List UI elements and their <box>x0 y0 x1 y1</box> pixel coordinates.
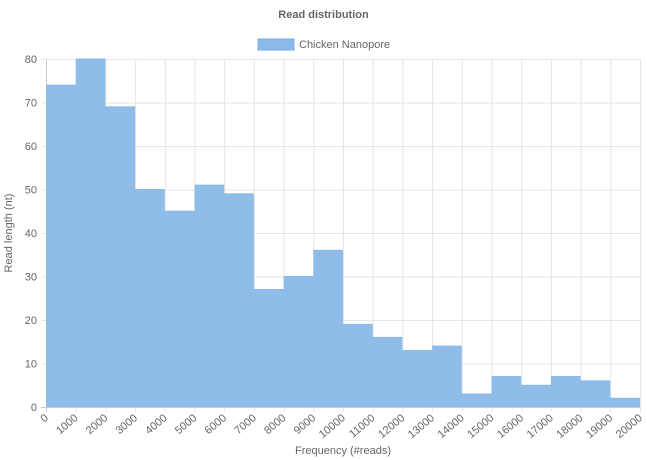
x-tick-label: 6000 <box>203 412 229 437</box>
x-tick-label: 1000 <box>54 412 80 437</box>
y-axis-label: Read length (nt) <box>3 194 15 273</box>
legend[interactable]: Chicken Nanopore <box>257 38 390 51</box>
x-tick-label: 15000 <box>465 412 496 441</box>
x-tick-label: 14000 <box>436 412 467 441</box>
series-area <box>46 58 640 407</box>
x-tick-label: 4000 <box>143 412 169 437</box>
x-axis-ticks: 0 1000 2000 3000 4000 5000 6000 7000 8000 9000100… <box>39 412 645 441</box>
x-tick-label: 3000 <box>114 412 140 437</box>
x-tick-label: 16000 <box>495 412 526 441</box>
x-tick-label: 5000 <box>173 412 199 437</box>
y-tick-label: 10 <box>25 359 37 371</box>
y-tick-label: 0 <box>31 402 37 414</box>
legend-label: Chicken Nanopore <box>299 39 390 51</box>
x-tick-label: 11000 <box>347 412 378 440</box>
x-tick-label: 20000 <box>614 412 645 441</box>
x-tick-label: 9000 <box>292 412 318 437</box>
y-tick-label: 50 <box>25 185 37 197</box>
x-tick-label: 10000 <box>317 412 348 441</box>
x-axis-label: Frequency (#reads) <box>295 445 391 457</box>
y-tick-label: 20 <box>25 315 37 327</box>
y-axis-ticks: 0 10 20 30 40 50 60 70 80 <box>25 54 37 414</box>
x-tick-label: 7000 <box>232 412 258 437</box>
chart-title: Read distribution <box>278 9 369 21</box>
y-tick-label: 70 <box>25 98 37 110</box>
x-tick-label: 8000 <box>262 412 288 437</box>
y-tick-label: 60 <box>25 141 37 153</box>
x-tick-label: 19000 <box>584 412 615 441</box>
x-tick-label: 0 <box>39 412 51 425</box>
y-tick-label: 30 <box>25 272 37 284</box>
x-tick-label: 13000 <box>406 412 437 441</box>
x-tick-label: 18000 <box>554 412 585 441</box>
y-tick-label: 40 <box>25 228 37 240</box>
x-tick-label: 17000 <box>525 412 556 441</box>
legend-swatch <box>257 38 295 51</box>
series-area-path <box>46 59 640 407</box>
x-tick-label: 12000 <box>376 412 407 441</box>
y-tick-label: 80 <box>25 54 37 66</box>
x-tick-label: 2000 <box>84 412 110 437</box>
